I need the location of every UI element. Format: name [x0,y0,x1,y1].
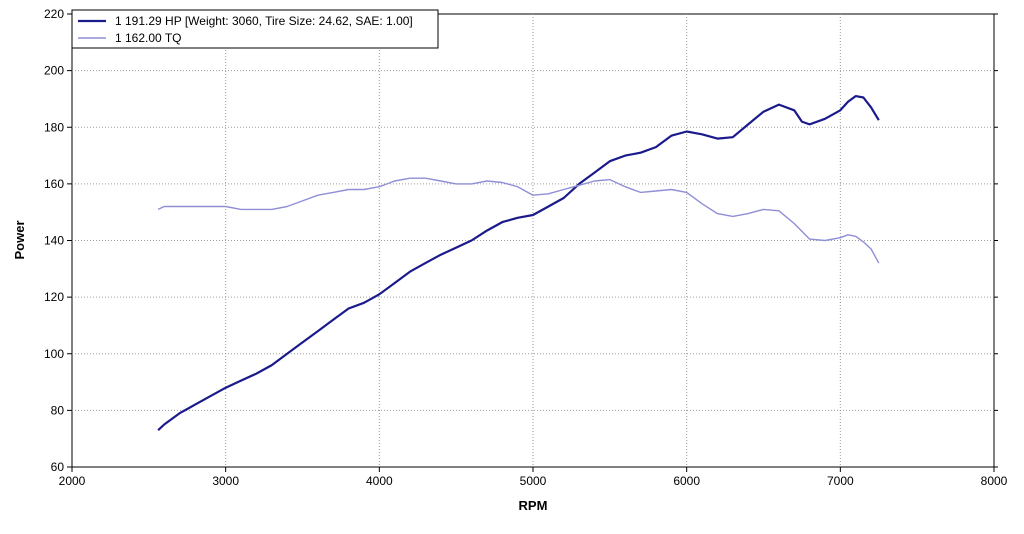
legend: 1 191.29 HP [Weight: 3060, Tire Size: 24… [71,9,439,49]
x-tick-label: 3000 [212,474,239,488]
y-tick-label: 80 [51,403,65,417]
y-tick-label: 120 [44,290,64,304]
series-layer [157,95,880,432]
x-tick-label: 2000 [59,474,86,488]
tick-layer: 2000 3000 4000 5000 6000 7000 8000 60 80 100 120 14… [44,7,1008,488]
x-tick-label: 7000 [827,474,854,488]
y-tick-label: 140 [44,234,64,248]
y-axis-title: Power [12,220,27,259]
legend-box [71,9,439,49]
y-tick-label: 60 [51,460,65,474]
grid-layer [72,14,994,467]
y-tick-label: 100 [44,347,64,361]
x-tick-label: 8000 [981,474,1008,488]
x-tick-label: 5000 [520,474,547,488]
x-tick-label: 4000 [366,474,393,488]
y-tick-label: 180 [44,120,64,134]
legend-label-hp: 1 191.29 HP [Weight: 3060, Tire Size: 24… [115,14,413,28]
legend-label-tq: 1 162.00 TQ [115,31,182,45]
tq-series-line [157,177,880,264]
y-tick-label: 220 [44,7,64,21]
x-tick-label: 6000 [673,474,700,488]
hp-series-line [157,95,880,432]
x-axis-title: RPM [519,498,548,513]
y-tick-label: 160 [44,177,64,191]
y-tick-label: 200 [44,64,64,78]
